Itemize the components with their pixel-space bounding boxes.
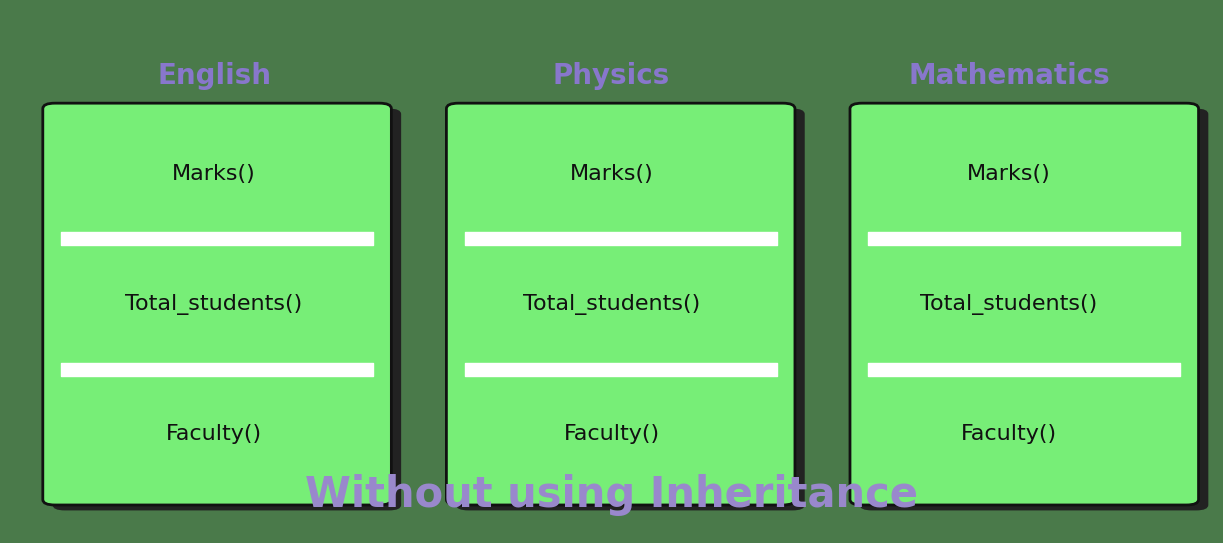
Text: Faculty(): Faculty() xyxy=(564,425,659,444)
Text: Marks(): Marks() xyxy=(172,164,256,184)
FancyBboxPatch shape xyxy=(456,109,805,510)
FancyBboxPatch shape xyxy=(860,109,1208,510)
Text: Total_students(): Total_students() xyxy=(126,294,302,314)
Text: Without using Inheritance: Without using Inheritance xyxy=(305,474,918,516)
Text: Physics: Physics xyxy=(553,61,670,90)
Text: Faculty(): Faculty() xyxy=(961,425,1057,444)
Text: Total_students(): Total_students() xyxy=(921,294,1097,314)
FancyBboxPatch shape xyxy=(446,103,795,505)
Text: Marks(): Marks() xyxy=(570,164,653,184)
FancyBboxPatch shape xyxy=(43,103,391,505)
Text: Mathematics: Mathematics xyxy=(909,61,1109,90)
FancyBboxPatch shape xyxy=(850,103,1199,505)
FancyBboxPatch shape xyxy=(53,109,401,510)
Text: Total_students(): Total_students() xyxy=(523,294,700,314)
Text: English: English xyxy=(157,61,272,90)
Text: Faculty(): Faculty() xyxy=(166,425,262,444)
Text: Marks(): Marks() xyxy=(967,164,1051,184)
